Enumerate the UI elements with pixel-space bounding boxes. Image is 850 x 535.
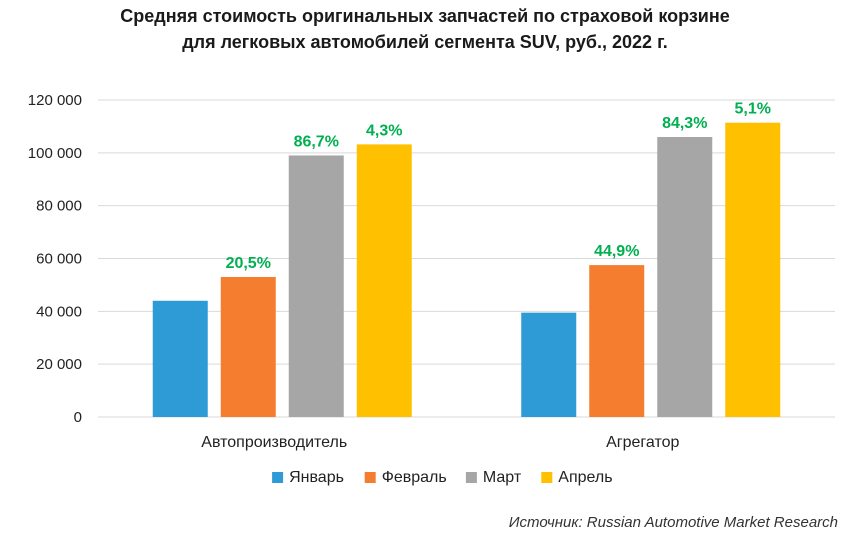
chart-title-line-1: Средняя стоимость оригинальных запчастей…	[120, 6, 730, 26]
x-category-label: Агрегатор	[606, 434, 679, 451]
legend-label: Январь	[289, 469, 344, 486]
data-label: 86,7%	[294, 133, 339, 150]
bar-2-2	[589, 265, 645, 417]
legend-item: Февраль	[364, 469, 447, 486]
y-tick-label: 120 000	[28, 92, 82, 109]
legend-item: Январь	[272, 469, 344, 486]
legend-label: Февраль	[382, 469, 447, 486]
y-axis-tick-labels: 0 20 000 40 000 60 000 80 000 100 000 120 000	[28, 92, 82, 426]
bars	[152, 122, 781, 418]
y-tick-label: 80 000	[36, 198, 82, 215]
data-label: 84,3%	[662, 115, 707, 132]
bar-4-1	[356, 144, 412, 417]
data-label: 20,5%	[226, 255, 271, 272]
data-labels: 20,5% 86,7% 4,3% 44,9% 84,3% 5,1%	[226, 101, 771, 272]
bar-1-2	[521, 312, 577, 417]
legend-item: Март	[465, 469, 522, 486]
legend-item: Апрель	[541, 469, 613, 486]
data-label: 5,1%	[735, 101, 771, 118]
bar-2-1	[220, 276, 276, 417]
y-tick-label: 0	[74, 409, 82, 426]
y-tick-label: 60 000	[36, 251, 82, 268]
y-tick-label: 40 000	[36, 303, 82, 320]
bar-3-2	[657, 136, 713, 417]
data-label: 4,3%	[366, 122, 402, 139]
legend-swatch	[272, 472, 284, 483]
gridlines	[98, 99, 835, 418]
legend-swatch	[541, 472, 553, 483]
chart-title-line-2: для легковых автомобилей сегмента SUV, р…	[182, 32, 668, 52]
bar-3-1	[288, 155, 344, 417]
x-axis-category-labels: Автопроизводитель Агрегатор	[201, 434, 679, 451]
source-note: Источник: Russian Automotive Market Rese…	[508, 514, 838, 531]
legend: Январь Февраль Март Апрель	[272, 469, 613, 486]
bar-1-1	[152, 300, 208, 417]
legend-label: Март	[483, 469, 522, 486]
y-tick-label: 100 000	[28, 145, 82, 162]
legend-label: Апрель	[558, 469, 612, 486]
data-label: 44,9%	[594, 243, 639, 260]
legend-swatch	[364, 472, 376, 483]
y-tick-label: 20 000	[36, 356, 82, 373]
bar-4-2	[725, 122, 781, 418]
legend-swatch	[465, 472, 477, 483]
x-category-label: Автопроизводитель	[201, 434, 347, 451]
